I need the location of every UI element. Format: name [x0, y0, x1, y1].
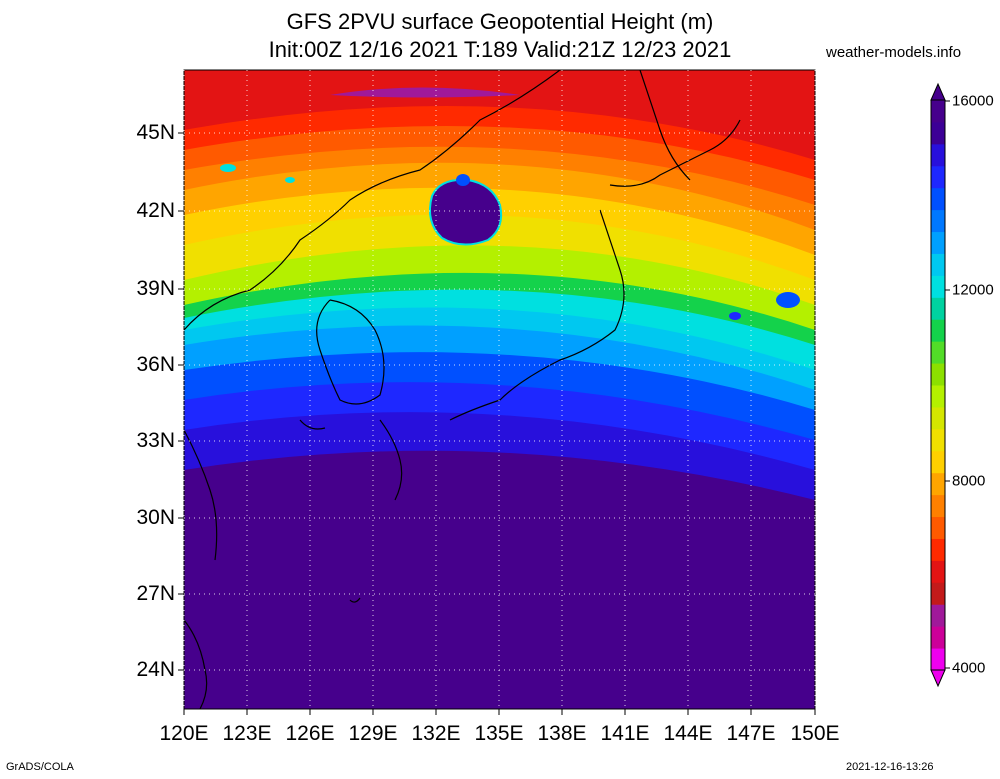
colorbar-segment [931, 121, 945, 145]
colorbar-label: 8000 [952, 472, 986, 490]
axis-ticks [178, 132, 816, 715]
lat-tick-label: 27N [136, 582, 175, 605]
colorbar-segment [931, 472, 945, 496]
colorbar-segment [931, 560, 945, 583]
lon-tick-label: 141E [600, 722, 650, 745]
map-title-line-1: GFS 2PVU surface Geopotential Height (m) [286, 9, 714, 34]
colorbar-segment [931, 450, 945, 474]
map-title-line-2: Init:00Z 12/16 2021 T:189 Valid:21Z 12/2… [268, 37, 732, 62]
lat-tick-label: 45N [136, 121, 175, 144]
colorbar-segment [931, 604, 945, 627]
coastlines [184, 70, 741, 709]
footer-timestamp: 2021-12-16-13:26 [846, 761, 934, 773]
colorbar-segment [931, 297, 945, 320]
colorbar-segment [931, 253, 945, 276]
lon-tick-label: 150E [790, 722, 840, 745]
colorbar-segment [931, 582, 945, 605]
colorbar [930, 82, 950, 688]
colorbar-segment [931, 319, 945, 342]
colorbar-segment [931, 341, 945, 364]
lat-tick-label: 36N [136, 353, 175, 376]
lat-lon-grid [183, 70, 816, 709]
source-site-label: weather-models.info [826, 44, 962, 61]
lon-tick-label: 123E [222, 722, 272, 745]
lon-tick-label: 132E [411, 722, 461, 745]
colorbar-segment [931, 406, 945, 430]
colorbar-segment [931, 143, 945, 167]
colorbar-frame [930, 99, 946, 671]
colorbar-label: 12000 [952, 281, 994, 299]
lon-tick-label: 138E [537, 722, 587, 745]
colorbar-segment [931, 100, 945, 123]
lon-tick-label: 135E [474, 722, 524, 745]
colorbar-label: 16000 [952, 92, 994, 110]
colorbar-top-arrow [930, 82, 946, 101]
colorbar-segment [931, 385, 945, 408]
lon-tick-label: 144E [663, 722, 713, 745]
lat-tick-label: 42N [136, 199, 175, 222]
colorbar-segment [931, 275, 945, 298]
lon-tick-label: 126E [285, 722, 335, 745]
colorbar-segment [931, 428, 945, 452]
colorbar-segment [931, 363, 945, 386]
colorbar-segment [931, 494, 945, 518]
colorbar-segment [931, 516, 945, 539]
colorbar-segment [931, 231, 945, 254]
colorbar-segment [931, 648, 945, 671]
colorbar-segment [931, 626, 945, 649]
colorbar-segment [931, 187, 945, 211]
colorbar-segment [931, 165, 945, 189]
lon-tick-label: 147E [726, 722, 776, 745]
lat-tick-label: 24N [136, 658, 175, 681]
lat-tick-label: 39N [136, 277, 175, 300]
lon-tick-label: 120E [159, 722, 209, 745]
closed-low-contour [429, 178, 503, 246]
colorbar-label: 4000 [952, 659, 986, 677]
footer-software-label: GrADS/COLA [6, 761, 74, 773]
lon-tick-label: 129E [348, 722, 398, 745]
colorbar-segment [931, 538, 945, 561]
lat-tick-label: 30N [136, 506, 175, 529]
colorbar-segment [931, 209, 945, 233]
lat-tick-label: 33N [136, 429, 175, 452]
colorbar-bottom-arrow [930, 669, 946, 688]
